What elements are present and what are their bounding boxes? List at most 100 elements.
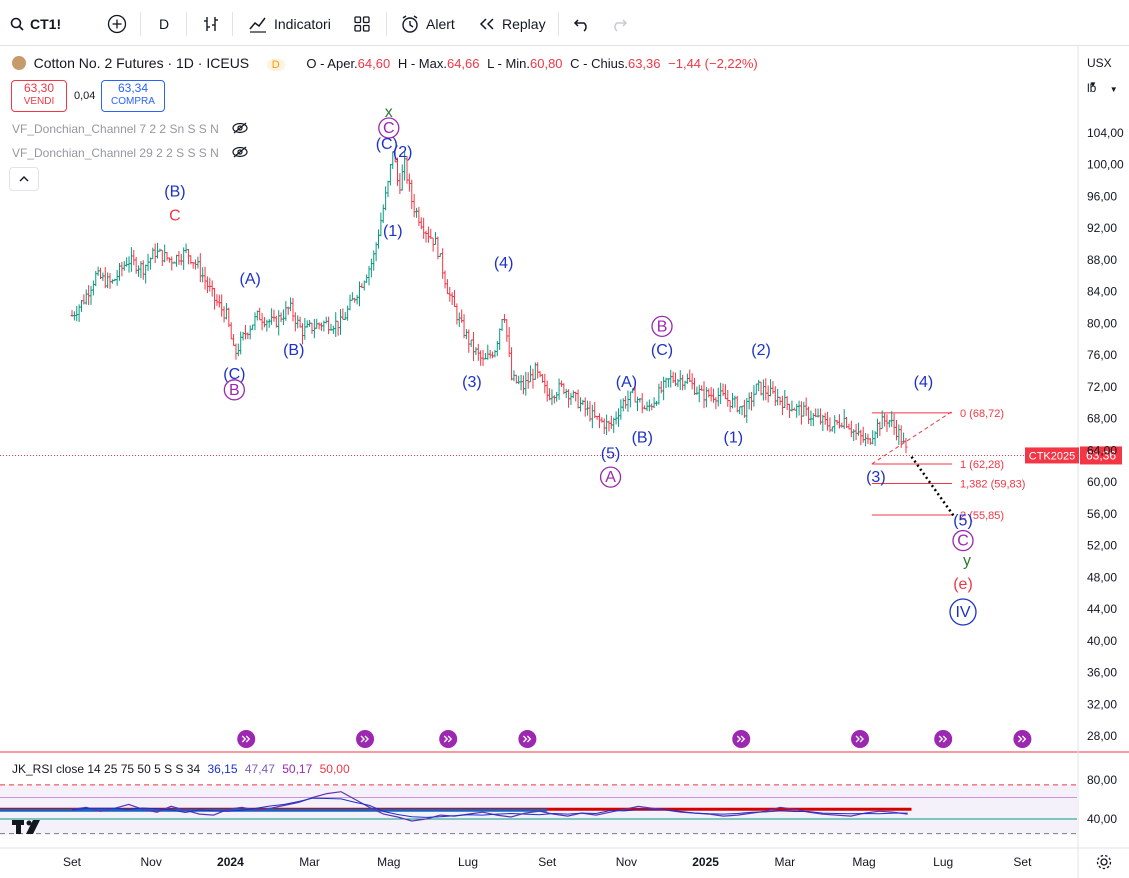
sell-button[interactable]: 63,30 VENDI	[11, 80, 67, 112]
wave-label: (1)	[724, 429, 744, 446]
wave-label: (5)	[601, 445, 621, 462]
high-label: H - Max.	[397, 56, 447, 71]
buy-button[interactable]: 63,34 COMPRA	[101, 80, 165, 112]
toolbar-divider	[558, 12, 559, 36]
indicator-donchian-7[interactable]: VF_Donchian_Channel 7 2 2 Sn S S N	[12, 122, 248, 136]
wave-label-circle	[378, 117, 400, 139]
delay-badge: D	[266, 59, 285, 71]
alert-button[interactable]: Alert	[400, 13, 455, 35]
currency-selector[interactable]: USX ▼	[1081, 53, 1121, 89]
undo-icon	[573, 19, 587, 32]
eye-off-icon[interactable]	[232, 122, 248, 134]
y-tick-label: 60,00	[1087, 475, 1117, 489]
fibonacci-extension: 0 (68,72) 1 (62,28) 1,382 (59,83) 2 (55,85)…	[0, 408, 1122, 522]
wave-label: (C)	[223, 366, 245, 383]
collapse-legend-button[interactable]	[9, 167, 39, 191]
alarm-clock-icon	[402, 15, 418, 33]
time-axis: Set Nov 2024 Mar Mag Lug Set Nov 2025 Mar Mag Lug Se…	[63, 855, 1032, 869]
x-tick-label: Lug	[458, 855, 478, 869]
undo-button[interactable]	[573, 13, 591, 35]
rsi-value-4: 50,00	[319, 762, 350, 776]
price-chart[interactable]: 0 (68,72) 1 (62,28) 1,382 (59,83) 2 (55,85)…	[0, 46, 1129, 878]
event-markers	[237, 730, 1032, 748]
plus-circle-icon	[107, 14, 127, 34]
replay-button[interactable]: Replay	[478, 13, 546, 35]
tradingview-logo	[12, 818, 44, 842]
event-marker-chevron	[938, 735, 948, 743]
event-marker-icon	[732, 730, 751, 748]
wave-label: (1)	[383, 223, 403, 240]
y-tick-label: 92,00	[1087, 221, 1117, 235]
redo-icon	[614, 19, 628, 32]
chevron-up-icon	[19, 176, 29, 182]
event-marker-chevron	[443, 735, 453, 743]
last-price-axis-label: 63,36	[1086, 448, 1116, 462]
fib-level-label: 0 (68,72)	[960, 408, 1004, 420]
toolbar-divider	[140, 12, 141, 36]
wave-label: (4)	[914, 374, 934, 391]
compare-button[interactable]	[107, 13, 127, 35]
wave-label: (C)	[376, 136, 398, 153]
x-tick-label: Mag	[377, 855, 400, 869]
y-tick-label: 76,00	[1087, 348, 1117, 362]
buy-price: 63,34	[117, 81, 149, 95]
wave-label: x	[385, 104, 393, 121]
event-marker-icon	[356, 730, 375, 748]
y-tick-label: 52,00	[1087, 539, 1117, 553]
y-tick-label: 72,00	[1087, 380, 1117, 394]
event-marker-chevron	[1017, 735, 1027, 743]
change-value: −1,44 (−2,22%)	[668, 56, 758, 71]
grid-icon	[354, 16, 370, 32]
wave-label: (3)	[866, 469, 886, 486]
event-marker-chevron	[855, 735, 864, 743]
fib-level-label: 1 (62,28)	[960, 459, 1004, 471]
x-tick-label: Mag	[852, 855, 875, 869]
indicators-label: Indicatori	[274, 16, 331, 32]
redo-button[interactable]	[610, 13, 628, 35]
close-value: 63,36	[627, 56, 661, 71]
gear-icon	[1096, 854, 1112, 870]
wave-label: A	[605, 469, 616, 486]
event-marker-icon	[518, 730, 537, 748]
x-tick-label: Set	[63, 855, 82, 869]
wave-label: y	[963, 552, 971, 569]
symbol-search[interactable]: CT1!	[10, 13, 61, 35]
sell-label: VENDI	[23, 96, 55, 107]
wave-label: B	[657, 318, 668, 335]
chart-type-button[interactable]	[202, 13, 220, 35]
y-tick-label: 96,00	[1087, 189, 1117, 203]
chevron-down-icon: ▼	[1089, 80, 1097, 89]
settings-button[interactable]	[1096, 854, 1112, 875]
wave-label-circle	[223, 379, 246, 401]
x-tick-label: 2024	[217, 855, 244, 869]
x-tick-label: Mar	[299, 855, 320, 869]
projection-line	[910, 455, 957, 519]
wave-label: (5)	[953, 513, 973, 530]
rsi-value-3: 50,17	[282, 762, 313, 776]
unit-selector[interactable]: lb ▼	[1081, 78, 1121, 98]
x-tick-label: 2025	[692, 855, 719, 869]
event-marker-icon	[851, 730, 870, 748]
wave-label: (3)	[462, 374, 482, 391]
price-axis: 104,00 100,00 96,00 92,00 88,00 84,00 80,00 76,…	[1087, 126, 1124, 743]
y-tick-label: 64,00	[1087, 443, 1117, 457]
interval-button[interactable]: D	[159, 13, 169, 35]
x-tick-label: Lug	[933, 855, 953, 869]
spread-value: 0,04	[74, 90, 96, 102]
x-tick-label: Nov	[616, 855, 637, 869]
currency-label: USX	[1087, 56, 1112, 70]
rsi-value-2: 47,47	[244, 762, 275, 776]
open-label: O - Aper.	[306, 56, 358, 71]
wave-label: (A)	[240, 271, 261, 288]
layout-button[interactable]	[353, 13, 371, 35]
indicator-donchian-29[interactable]: VF_Donchian_Channel 29 2 2 S S S N	[12, 146, 248, 160]
rewind-icon	[479, 18, 494, 30]
low-value: 60,80	[530, 56, 563, 71]
bars-icon	[204, 17, 218, 31]
indicators-button[interactable]: Indicatori	[248, 13, 331, 35]
wave-labels: xC(C)(2)(1)(B)C(A)(B)(C)B(4)(3)(5)A(A)(B…	[164, 104, 977, 626]
eye-off-icon[interactable]	[232, 146, 248, 158]
y-tick-label: 68,00	[1087, 412, 1117, 426]
open-value: 64,60	[357, 56, 391, 71]
candlestick-series	[70, 148, 908, 454]
